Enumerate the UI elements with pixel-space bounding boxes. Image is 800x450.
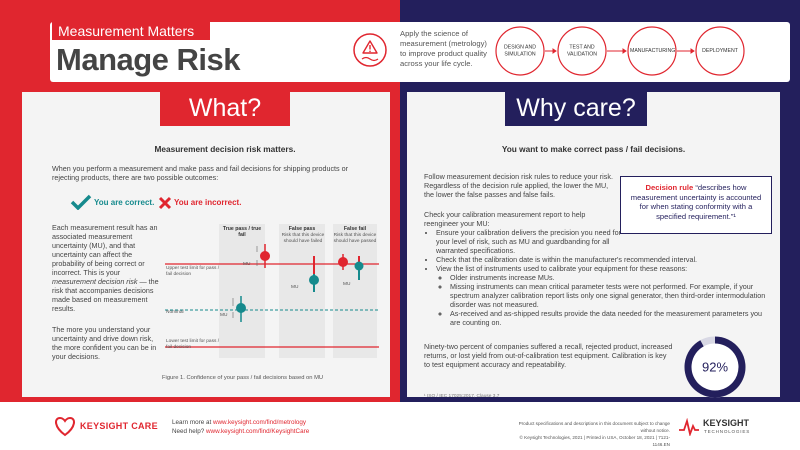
sub-bullet: Missing instruments can mean critical pa… — [450, 282, 769, 309]
footnote: ¹ ISO / IEC 17025:2017, Clause 3.7 — [424, 394, 500, 399]
cross-icon — [158, 196, 172, 210]
what-body: The more you understand your uncertainty… — [52, 325, 157, 361]
mu-label: MU — [220, 313, 228, 318]
stage-label: MANUFACTURING — [630, 47, 676, 54]
mu-label: MU — [243, 262, 251, 267]
correct-label: You are correct. — [94, 198, 155, 207]
footer-text: Learn more at — [172, 419, 212, 426]
bullet: Ensure your calibration delivers the pre… — [436, 228, 626, 255]
donut-arc — [684, 336, 746, 398]
stage-label: TEST AND VALIDATION — [566, 44, 598, 58]
lower-limit-label: Lower test limit for pass / fail decisio… — [166, 339, 220, 350]
link[interactable]: www.keysight.com/find/metrology — [212, 419, 307, 426]
what-heading: Measurement decision risk matters. — [154, 144, 296, 154]
mu-label: MU — [291, 285, 299, 290]
body-text: Each measurement result has an associate… — [52, 223, 158, 277]
why-heading: You want to make correct pass / fail dec… — [501, 144, 686, 154]
footer-text: Need help? — [172, 428, 205, 435]
check-icon — [70, 194, 92, 210]
nominal-label: Nominal — [166, 310, 184, 315]
callout-term: Decision rule — [645, 183, 694, 192]
stage-label: DESIGN AND SIMULATION — [504, 44, 536, 58]
why-bullets: Ensure your calibration delivers the pre… — [424, 228, 769, 327]
figure-column-note: Risk that this device should have failed — [281, 233, 325, 244]
figure-caption: Figure 1. Confidence of your pass / fail… — [162, 375, 324, 381]
sub-bullet: Older instruments increase MUs. — [450, 273, 769, 282]
header-intro: Apply the science of measurement (metrol… — [400, 29, 487, 68]
legal-line: Product specifications and descriptions … — [518, 421, 670, 433]
what-lead: When you perform a measurement and make … — [52, 164, 349, 182]
link[interactable]: www.keysight.com/find/KeysightCare — [205, 428, 310, 435]
bullet-text: View the list of instruments used to cal… — [436, 264, 688, 273]
callout-text: “describes how measurement uncertainty i… — [630, 183, 762, 221]
callout: Decision rule “describes how measurement… — [620, 176, 772, 234]
header-title: Manage Risk — [56, 42, 241, 77]
stat-donut: 92% — [684, 336, 746, 398]
header-tag: Measurement Matters — [52, 22, 210, 40]
brand-name: KEYSIGHT — [703, 418, 750, 428]
stat-label: 92% — [702, 359, 728, 374]
risk-icon — [353, 33, 387, 67]
brand-sub: TECHNOLOGIES — [704, 429, 751, 434]
legal: Product specifications and descriptions … — [504, 420, 670, 448]
figure-column-title: False fail — [343, 226, 367, 232]
risk-figure — [165, 224, 379, 358]
what-tab: What? — [160, 90, 290, 126]
lifecycle-diagram — [495, 26, 745, 76]
why-paragraph: Ninety-two percent of companies suffered… — [424, 342, 673, 369]
why-paragraph: Check your calibration measurement repor… — [424, 210, 586, 228]
legal-line: © Keysight Technologies, 2021 | Printed … — [519, 435, 670, 447]
why-tab: Why care? — [505, 90, 647, 126]
upper-limit-label: Upper test limit for pass / fail decisio… — [166, 266, 220, 277]
bullet: View the list of instruments used to cal… — [436, 264, 769, 327]
mu-label: MU — [343, 282, 351, 287]
body-emphasis: measurement decision risk — [52, 277, 138, 286]
brand-icon — [679, 418, 699, 436]
footer-links: Learn more at www.keysight.com/find/metr… — [172, 418, 309, 436]
why-paragraph: Follow measurement decision risk rules t… — [424, 172, 613, 199]
care-logo: KEYSIGHT CARE — [80, 421, 158, 431]
stage-label: DEPLOYMENT — [702, 47, 738, 54]
sub-bullet: As-received and as-shipped results provi… — [450, 309, 769, 327]
what-body: Each measurement result has an associate… — [52, 223, 160, 313]
care-icon — [55, 416, 75, 437]
figure-column-title: True pass / true fail — [222, 226, 262, 238]
figure-column-title: False pass — [288, 226, 316, 232]
bullet: Check that the calibration date is withi… — [436, 255, 769, 264]
body-text: — the risk that accompanies decisions ma… — [52, 277, 159, 313]
figure-column-note: Risk that this device should have passed — [333, 233, 377, 244]
incorrect-label: You are incorrect. — [174, 198, 242, 207]
what-panel — [22, 92, 390, 397]
